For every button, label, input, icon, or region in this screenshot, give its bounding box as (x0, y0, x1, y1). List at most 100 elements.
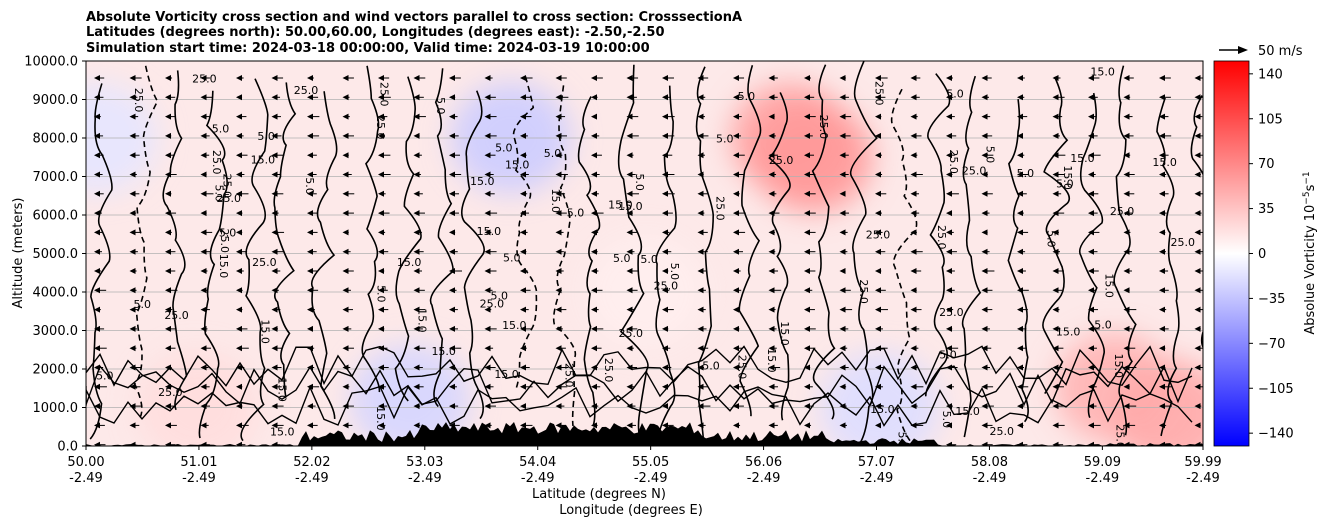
contour-label: 5.0 (96, 369, 114, 382)
contour-label: 15.0 (374, 406, 387, 431)
wind-vector-head (875, 132, 881, 139)
wind-vector-head (1052, 171, 1059, 178)
wind-vector-head (910, 325, 917, 332)
wind-vector-head (378, 132, 384, 139)
wind-vector-head (484, 75, 491, 81)
wind-vector-head (449, 403, 455, 410)
vorticity-sample (137, 352, 258, 446)
wind-vector-head (1052, 210, 1059, 217)
wind-vector-head (981, 190, 988, 197)
y-tick-label: 3000.0 (33, 324, 79, 339)
wind-vector-head (839, 152, 846, 159)
wind-vector-head (1052, 248, 1059, 255)
x-tick-label-lat: 51.01 (180, 455, 217, 470)
wind-vector-head (236, 190, 242, 197)
wind-vector-head (733, 113, 739, 120)
wind-vector-head (307, 229, 313, 236)
wind-vector-head (662, 113, 668, 120)
wind-vector-head (946, 403, 952, 410)
x-tick-label-lon: -2.49 (1086, 471, 1120, 486)
wind-vector-head (342, 403, 349, 410)
wind-vector-head (875, 94, 881, 101)
wind-vector-head (555, 248, 562, 255)
wind-vector-head (626, 190, 633, 197)
wind-vector-head (1017, 152, 1023, 159)
wind-vector-head (804, 113, 810, 120)
wind-vector-head (1194, 364, 1201, 371)
contour-line (924, 73, 951, 397)
wind-vector-head (1017, 171, 1023, 178)
wind-vector-head (1159, 364, 1165, 371)
colorbar (1213, 60, 1250, 447)
contour-label: 25.0 (210, 150, 223, 175)
wind-vector-head (946, 132, 952, 139)
wind-vector-head (484, 287, 491, 294)
contour-label: 15.0 (251, 154, 276, 167)
wind-vector-head (662, 287, 668, 294)
wind-vector-head (946, 113, 952, 120)
wind-vector-head (342, 171, 349, 178)
contour-label: 5.0 (212, 185, 225, 203)
wind-vector-head (555, 171, 562, 178)
wind-vector-head (626, 268, 633, 274)
wind-vector-head (165, 248, 171, 255)
wind-vector-head (839, 210, 846, 217)
wind-vector-head (981, 229, 988, 236)
wind-vector-head (520, 306, 526, 313)
contour-label: 5.0 (434, 97, 447, 115)
wind-vector-head (484, 403, 491, 410)
wind-vector-head (1017, 345, 1023, 352)
wind-vector-head (981, 75, 988, 81)
wind-vector-head (768, 248, 775, 255)
wind-vector-head (1123, 190, 1130, 197)
wind-vector-head (1017, 287, 1023, 294)
contour-label: 15.0 (955, 405, 980, 418)
colorbar-label: Absolue Vorticity 10−5s−1 (1302, 171, 1318, 334)
wind-vector-head (1088, 152, 1094, 159)
wind-vector-head (591, 364, 597, 371)
wind-vector-head (1052, 403, 1059, 410)
contour-line (162, 70, 188, 411)
wind-vector-head (200, 383, 207, 390)
wind-vector-head (804, 345, 810, 352)
wind-vector-head (129, 152, 136, 159)
wind-vector-head (946, 94, 952, 101)
wind-vector-head (1194, 190, 1201, 197)
wind-vector-head (804, 306, 810, 313)
wind-vector-head (591, 190, 597, 197)
contour-label: 15.0 (1152, 156, 1177, 169)
wind-vector-head (697, 422, 704, 429)
wind-vector-head (378, 345, 384, 352)
contour-label: 15.0 (1102, 273, 1115, 298)
wind-vector-head (484, 268, 491, 274)
wind-vector-head (1017, 422, 1023, 429)
wind-vector-head (342, 422, 349, 429)
wind-vector-head (236, 383, 242, 390)
wind-vector-head (804, 210, 810, 217)
wind-vector-head (1088, 171, 1094, 178)
wind-vector-head (662, 132, 668, 139)
wind-vector-head (1123, 287, 1130, 294)
x-tick-label-lat: 59.99 (1184, 455, 1221, 470)
wind-vector-head (342, 287, 349, 294)
wind-vector-head (307, 403, 313, 410)
wind-vector-head (236, 94, 242, 101)
wind-vector-head (307, 422, 313, 429)
wind-vector-head (662, 383, 668, 390)
wind-vector-head (981, 210, 988, 217)
x-tick-label-lon: -2.49 (860, 471, 894, 486)
wind-vector-head (591, 306, 597, 313)
wind-vector-head (804, 248, 810, 255)
wind-vector-head (1052, 287, 1059, 294)
wind-vector-head (342, 268, 349, 274)
wind-vector-head (946, 306, 952, 313)
wind-vector-head (484, 210, 491, 217)
contour-label: 5.0 (633, 173, 646, 191)
wind-vector-head (520, 383, 526, 390)
wind-vector-head (1017, 210, 1023, 217)
wind-vector-head (1052, 345, 1059, 352)
vorticity-field (86, 83, 1203, 446)
y-tick-label: 6000.0 (33, 209, 79, 224)
x-axis-ticks: 50.00-2.4951.01-2.4952.02-2.4953.03-2.49… (67, 446, 1222, 486)
wind-vector-head (626, 287, 633, 294)
